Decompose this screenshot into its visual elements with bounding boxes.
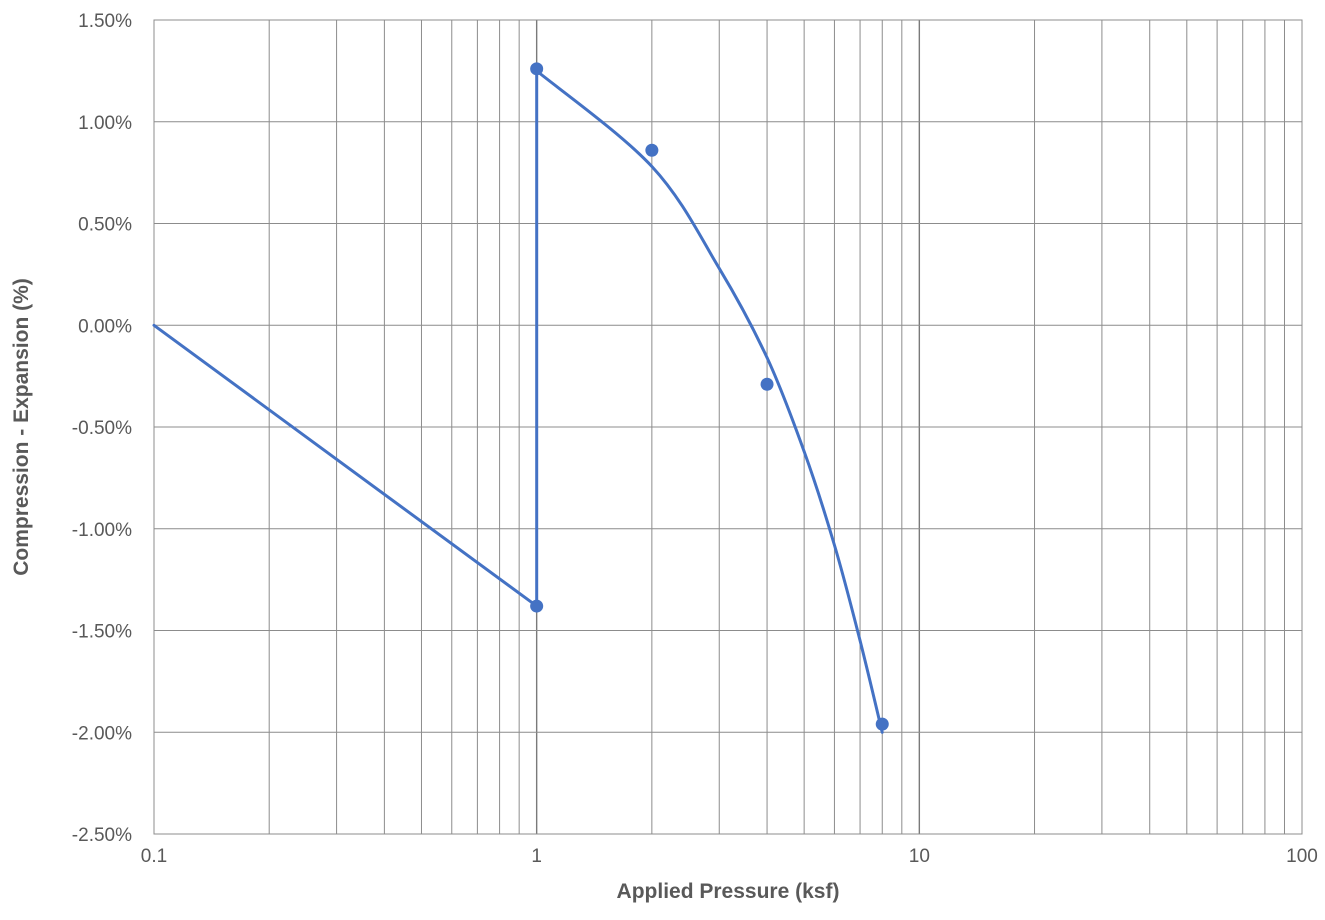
y-tick-label: 0.50% (78, 215, 132, 236)
series-layer (152, 62, 889, 734)
y-axis-title: Compression - Expansion (%) (10, 278, 33, 576)
data-point (760, 377, 774, 391)
series-line (152, 67, 539, 608)
data-point (645, 143, 659, 157)
y-tick-label: 1.50% (78, 11, 132, 32)
y-tick-label: 0.00% (78, 316, 132, 337)
y-tick-label: -0.50% (72, 418, 132, 439)
data-point (530, 599, 544, 613)
y-tick-label: -1.00% (72, 520, 132, 541)
y-tick-label: -2.50% (72, 825, 132, 846)
x-tick-label: 1 (531, 846, 542, 867)
y-tick-label: -2.00% (72, 723, 132, 744)
y-tick-label: -1.50% (72, 622, 132, 643)
x-axis-title: Applied Pressure (ksf) (617, 880, 840, 903)
tick-labels: 0.1 1 10 100 1.50% 1.00% 0.50% 0.00% -0.50% -1.00… (72, 11, 1318, 867)
x-tick-label: 100 (1286, 846, 1318, 867)
x-tick-label: 10 (909, 846, 930, 867)
x-tick-label: 0.1 (141, 846, 167, 867)
plot-area (153, 19, 1303, 835)
trend-line (535, 69, 884, 734)
y-tick-label: 1.00% (78, 113, 132, 134)
grid-lines (154, 20, 1302, 834)
